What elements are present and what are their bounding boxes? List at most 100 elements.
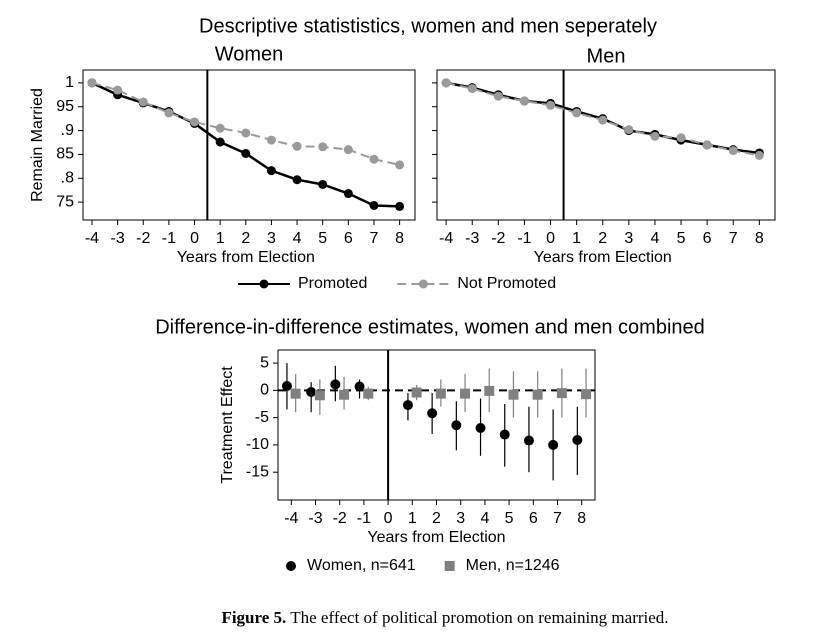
data-point (343, 189, 353, 199)
x-tick-label: 4 (650, 230, 659, 247)
x-tick-label: 7 (729, 230, 738, 247)
x-tick-label: -4 (85, 230, 99, 247)
y-tick-label: 5 (260, 354, 269, 371)
data-point (266, 166, 276, 176)
data-point (266, 135, 276, 145)
y-tick-label: -15 (246, 463, 269, 480)
x-tick-label: -1 (162, 230, 176, 247)
x-tick-label: 4 (480, 510, 489, 527)
data-point (402, 400, 413, 411)
data-point (215, 137, 225, 147)
legend-marker (444, 561, 455, 571)
data-point (451, 420, 462, 431)
data-point (548, 439, 559, 450)
data-point (292, 175, 302, 185)
x-tick-label: -3 (308, 510, 322, 527)
data-point (363, 388, 374, 399)
data-point (395, 201, 405, 211)
caption-text: The effect of political promotion on rem… (286, 608, 668, 627)
y-tick-label: 1 (65, 74, 74, 91)
x-tick-label: -4 (439, 230, 453, 247)
x-tick-label: 0 (190, 230, 199, 247)
legend-label: Women, n=641 (307, 557, 416, 574)
y-axis-label: Treatment Effect (219, 366, 236, 484)
data-point (546, 100, 556, 110)
x-tick-label: 8 (395, 230, 404, 247)
data-point (369, 200, 379, 210)
y-axis-label: Remain Married (29, 88, 46, 202)
legend-label: Not Promoted (457, 275, 556, 292)
data-point (532, 389, 543, 400)
x-tick-label: 1 (216, 230, 225, 247)
x-tick-label: 1 (572, 230, 581, 247)
x-tick-label: 2 (241, 230, 250, 247)
x-tick-label: 0 (546, 230, 555, 247)
x-tick-label: 0 (384, 510, 393, 527)
data-point (343, 145, 353, 155)
data-point (318, 179, 328, 189)
data-point (598, 115, 608, 125)
legend-label: Promoted (298, 275, 367, 292)
x-tick-label: 7 (553, 510, 562, 527)
x-tick-label: -2 (333, 510, 347, 527)
x-tick-label: 3 (624, 230, 633, 247)
plot-frame (82, 69, 416, 221)
x-tick-label: 8 (755, 230, 764, 247)
data-point (676, 133, 686, 143)
data-point (519, 96, 529, 106)
data-point (493, 91, 503, 101)
data-point (499, 429, 510, 440)
data-point (318, 142, 328, 152)
data-point (113, 85, 123, 95)
y-tick-label: 95 (56, 98, 74, 115)
plot-frame (277, 349, 596, 501)
data-point (460, 388, 471, 399)
caption: Figure 5. The effect of political promot… (221, 608, 668, 627)
y-tick-label: 85 (56, 146, 74, 163)
x-tick-label: 5 (318, 230, 327, 247)
data-point (728, 146, 738, 156)
legend-marker (286, 561, 296, 571)
y-tick-label: -10 (246, 436, 269, 453)
x-tick-label: 6 (344, 230, 353, 247)
x-tick-label: -1 (517, 230, 531, 247)
x-tick-label: -3 (110, 230, 124, 247)
x-tick-label: -4 (284, 510, 298, 527)
y-tick-label: .9 (61, 122, 74, 139)
data-point (292, 141, 302, 151)
data-point (339, 389, 350, 400)
data-point (702, 140, 712, 150)
data-point (441, 78, 451, 88)
data-point (395, 160, 405, 170)
data-point (87, 78, 97, 88)
data-point (572, 108, 582, 118)
data-point (215, 123, 225, 133)
x-tick-label: 6 (529, 510, 538, 527)
x-axis-label: Years from Election (367, 529, 505, 546)
data-point (369, 154, 379, 164)
data-point (754, 150, 764, 160)
plot-frame (436, 69, 776, 221)
y-tick-label: 75 (56, 193, 74, 210)
x-tick-label: 8 (577, 510, 586, 527)
data-point (467, 84, 477, 94)
x-tick-label: -1 (357, 510, 371, 527)
panel-title: Men (587, 45, 626, 67)
x-tick-label: 2 (432, 510, 441, 527)
data-point (475, 423, 486, 433)
data-point (523, 435, 534, 446)
x-tick-label: 5 (677, 230, 686, 247)
x-tick-label: 2 (598, 230, 607, 247)
y-tick-label: .8 (61, 169, 74, 186)
x-tick-label: -2 (491, 230, 505, 247)
data-point (411, 387, 422, 398)
data-point (650, 131, 660, 141)
panel-title: Women (215, 43, 284, 65)
data-point (241, 128, 251, 138)
data-point (572, 435, 583, 445)
data-point (508, 389, 519, 400)
data-point (241, 148, 251, 158)
x-tick-label: 7 (370, 230, 379, 247)
x-tick-label: 4 (293, 230, 302, 247)
